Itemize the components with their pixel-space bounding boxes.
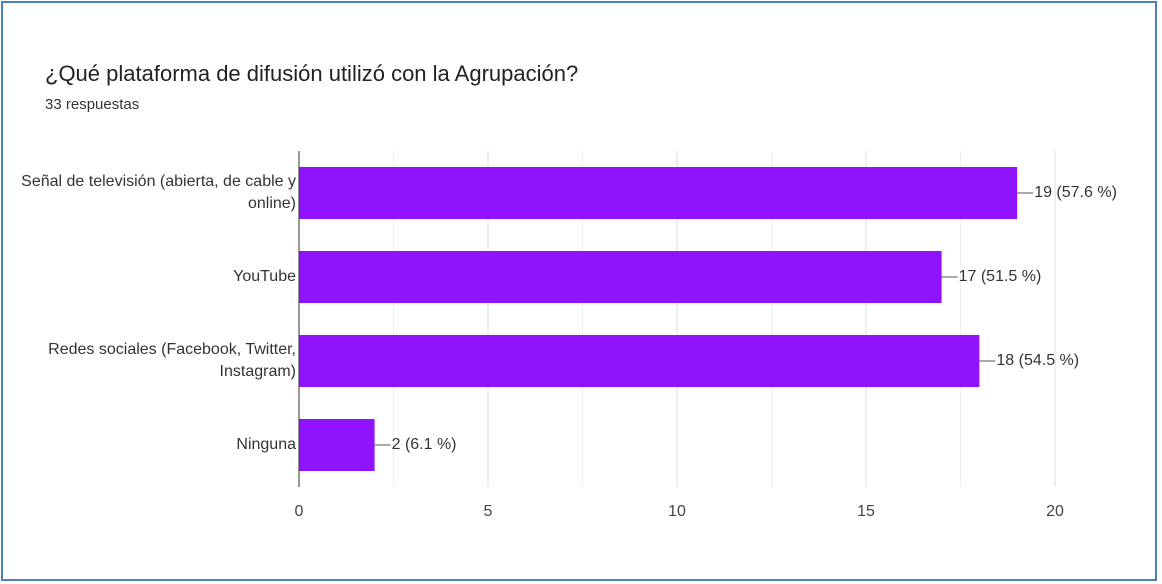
bar [299, 335, 980, 387]
chart-subtitle: 33 respuestas [45, 96, 139, 113]
y-tick-label: Señal de televisión (abierta, de cable y… [21, 173, 296, 212]
x-tick-label: 5 [484, 503, 493, 520]
x-tick-label: 0 [295, 503, 304, 520]
x-tick-label: 10 [668, 503, 686, 520]
value-label: 2 (6.1 %) [392, 436, 457, 453]
bar [299, 251, 942, 303]
x-tick-label: 15 [857, 503, 875, 520]
bar [299, 167, 1018, 219]
y-tick-label: Redes sociales (Facebook, Twitter, Insta… [48, 341, 296, 380]
y-tick-label: Ninguna [236, 436, 296, 453]
chart-title: ¿Qué plataforma de difusión utilizó con … [45, 61, 578, 86]
x-tick-label: 20 [1046, 503, 1064, 520]
bar [299, 419, 375, 471]
y-tick-label: YouTube [233, 268, 296, 285]
value-label: 17 (51.5 %) [959, 268, 1042, 285]
value-label: 19 (57.6 %) [1034, 184, 1117, 201]
value-label: 18 (54.5 %) [996, 352, 1079, 369]
